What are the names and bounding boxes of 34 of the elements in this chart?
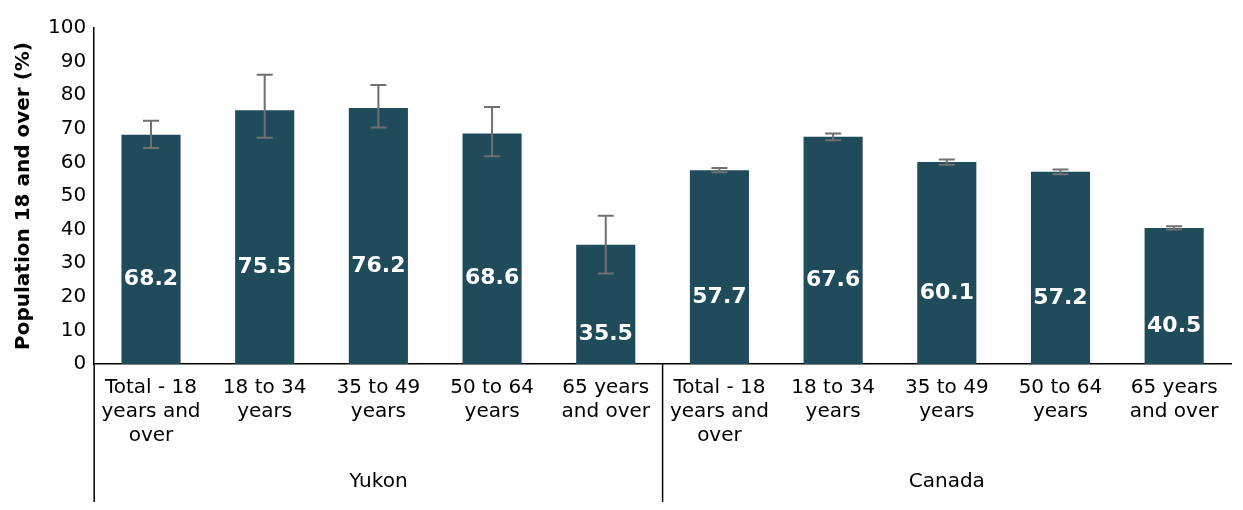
x-tick-label: 35 to 49 years [336,374,421,423]
data-label: 75.5 [237,252,292,278]
x-tick-label: 35 to 49 years [904,374,989,423]
data-label: 35.5 [578,320,633,346]
x-tick-label: 18 to 34 years [222,374,307,423]
y-tick-label: 0 [73,350,87,375]
data-label: 76.2 [351,251,406,277]
y-tick-label: 20 [60,283,87,307]
y-tick-label: 60 [60,148,87,173]
data-label: 57.7 [692,282,747,308]
y-axis-title: Population 18 and over (%) [10,42,35,350]
x-tick-label: Total - 18 years and over [101,374,201,447]
x-tick-label: Total - 18 years and over [669,374,769,447]
data-label: 68.2 [123,265,179,291]
data-label: 60.1 [919,278,974,304]
x-tick-label: 18 to 34 years [791,374,875,423]
y-tick-label: 50 [60,182,87,207]
text: Yukon [348,468,408,493]
text: Canada [908,468,985,493]
y-tick-label: 80 [60,81,87,106]
y-tick-label: 90 [60,47,87,72]
data-label: 68.6 [464,264,520,290]
data-label: 67.6 [805,266,861,292]
data-label: 40.5 [1147,311,1202,337]
data-label: 57.2 [1033,283,1088,309]
y-tick-label: 100 [47,14,87,39]
x-tick-label: 65 years and over [561,374,651,423]
y-tick-label: 10 [60,316,87,341]
y-tick-label: 70 [60,115,87,139]
x-tick-label: 50 to 64 years [450,374,534,423]
x-tick-label: 65 years and over [1129,374,1220,423]
y-tick-label: 30 [60,249,87,274]
y-tick-label: 40 [60,215,87,240]
x-tick-label: 50 to 64 years [1018,374,1103,423]
